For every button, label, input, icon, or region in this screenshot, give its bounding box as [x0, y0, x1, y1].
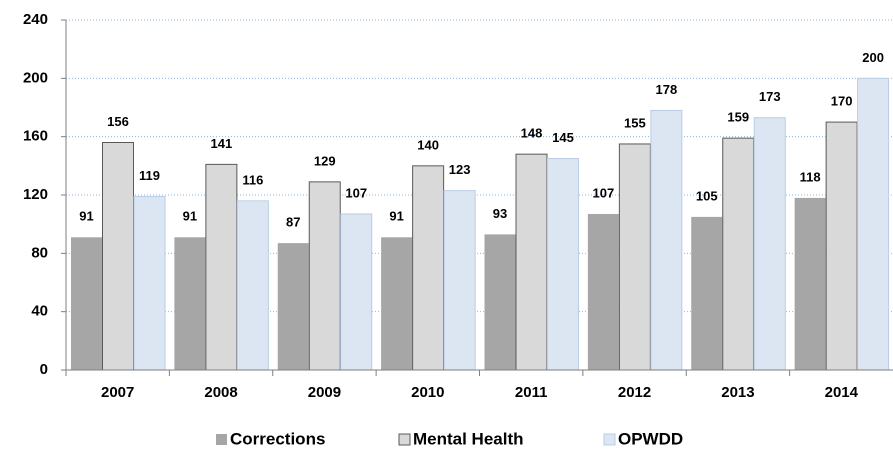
- data-label: 107: [593, 185, 615, 200]
- bar: [412, 165, 445, 371]
- bar: [794, 197, 826, 370]
- bar: [174, 237, 206, 370]
- data-label: 91: [79, 209, 93, 224]
- legend-swatch: [398, 433, 411, 446]
- bar: [71, 237, 102, 370]
- legend-label: OPWDD: [618, 429, 683, 448]
- x-tick-label: 2007: [101, 384, 134, 401]
- legend-swatch: [603, 433, 616, 446]
- legend-label: Mental Health: [413, 429, 524, 448]
- x-tick-label: 2012: [618, 384, 651, 401]
- data-label: 155: [624, 115, 646, 130]
- data-label: 118: [800, 169, 821, 184]
- bar: [133, 195, 166, 371]
- data-label: 145: [552, 130, 574, 145]
- bar: [484, 234, 516, 370]
- legend-swatch: [216, 434, 227, 445]
- bar: [691, 216, 723, 370]
- data-label: 140: [417, 137, 439, 152]
- data-label: 148: [521, 126, 543, 141]
- data-label: 141: [211, 136, 233, 151]
- x-tick-label: 2014: [825, 384, 859, 401]
- data-label: 123: [449, 162, 471, 177]
- y-tick-label: 240: [23, 11, 48, 28]
- x-tick-label: 2013: [721, 384, 754, 401]
- data-label: 87: [286, 215, 300, 230]
- bar: [753, 117, 786, 371]
- data-label: 170: [831, 94, 853, 109]
- x-tick-label: 2010: [411, 384, 444, 401]
- data-label: 156: [107, 114, 129, 129]
- data-label: 178: [656, 82, 678, 97]
- bar: [857, 77, 890, 371]
- x-tick-label: 2011: [515, 384, 548, 401]
- data-label: 91: [389, 209, 403, 224]
- y-tick-label: 200: [23, 69, 48, 86]
- data-label: 105: [696, 188, 718, 203]
- bar: [443, 190, 476, 371]
- bar: [236, 200, 269, 371]
- y-tick-label: 160: [23, 128, 48, 145]
- bar: [547, 158, 579, 371]
- bar: [340, 213, 373, 371]
- bar: [825, 121, 858, 371]
- bar: [381, 237, 413, 370]
- bar: [515, 153, 548, 371]
- x-tick-label: 2008: [204, 384, 237, 401]
- data-label: 200: [862, 50, 884, 65]
- data-label: 93: [493, 206, 507, 221]
- data-label: 159: [727, 110, 749, 125]
- bar: [308, 181, 341, 371]
- bar: [722, 137, 755, 371]
- bar: [650, 109, 683, 371]
- data-label: 91: [183, 209, 197, 224]
- bar: [618, 143, 651, 371]
- data-label: 173: [759, 89, 781, 104]
- data-label: 116: [242, 172, 263, 187]
- bar: [277, 243, 309, 370]
- data-label: 129: [314, 153, 336, 168]
- y-tick-label: 120: [23, 186, 48, 203]
- bar: [587, 213, 619, 370]
- y-tick-label: 0: [40, 361, 48, 378]
- y-tick-label: 40: [31, 303, 48, 320]
- x-tick-label: 2009: [308, 384, 341, 401]
- data-label: 119: [139, 168, 160, 183]
- legend-label: Corrections: [230, 429, 325, 448]
- y-tick-label: 80: [31, 244, 48, 261]
- bar: [205, 163, 238, 371]
- bar: [102, 142, 134, 371]
- data-label: 107: [345, 185, 367, 200]
